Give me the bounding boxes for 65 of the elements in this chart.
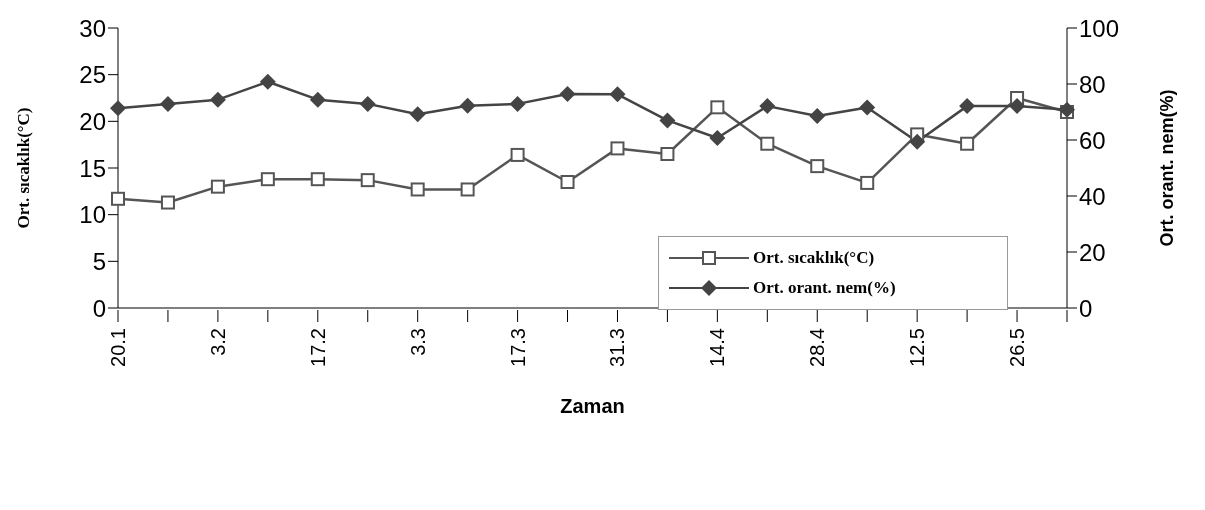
- point: [960, 136, 975, 151]
- point: [810, 159, 825, 174]
- point: [959, 98, 976, 115]
- y-tick-label: 0: [92, 294, 106, 322]
- point: [110, 100, 126, 117]
- x-tick-label: 14.4: [706, 328, 729, 367]
- point: [860, 175, 875, 190]
- y-tick-label: 20: [79, 107, 106, 135]
- point: [710, 100, 725, 115]
- y-tick-label: 10: [79, 201, 106, 229]
- point: [210, 179, 225, 194]
- point: [259, 73, 276, 90]
- point: [209, 91, 226, 108]
- point: [609, 86, 626, 103]
- point: [111, 191, 125, 206]
- y2-tick-label: 60: [1079, 126, 1106, 154]
- point: [760, 136, 775, 151]
- y2-tick-label: 100: [1079, 14, 1120, 42]
- point: [610, 141, 625, 156]
- x-tick-label: 26.5: [1006, 328, 1029, 367]
- point: [1009, 98, 1026, 115]
- y2-tick-label: 40: [1079, 182, 1106, 210]
- x-tick-label: 12.5: [906, 328, 929, 367]
- point: [559, 86, 576, 103]
- x-tick-label: 3.3: [406, 328, 429, 356]
- point: [809, 107, 826, 124]
- point: [360, 173, 375, 188]
- y-tick-label: 25: [79, 61, 106, 89]
- point: [160, 195, 175, 210]
- point: [409, 106, 426, 123]
- point: [709, 130, 726, 147]
- point: [759, 98, 776, 115]
- x-tick-label: 28.4: [806, 328, 829, 367]
- y2-tick-label: 80: [1079, 70, 1106, 98]
- y2-tick-label: 0: [1079, 294, 1093, 322]
- y2-axis-title: Ort. orant. nem(%): [1157, 89, 1178, 247]
- point: [410, 182, 425, 197]
- point: [859, 99, 876, 116]
- point: [359, 95, 376, 112]
- x-tick-label: 17.2: [306, 328, 329, 367]
- y-axis-title: Ort. sıcaklık(°C): [14, 107, 34, 229]
- point: [659, 112, 676, 129]
- y-tick-label: 5: [92, 247, 106, 275]
- point: [509, 95, 526, 112]
- x-tick-label: 17.3: [506, 328, 529, 367]
- point: [310, 172, 325, 187]
- point: [459, 97, 476, 114]
- x-tick-label: 20.1: [107, 328, 129, 367]
- point: [260, 172, 275, 187]
- point: [560, 175, 575, 189]
- point: [159, 95, 176, 112]
- y-tick-label: 30: [79, 14, 106, 42]
- point: [909, 133, 926, 150]
- legend-label: Ort. orant. nem(%): [753, 278, 896, 298]
- x-tick-label: 3.2: [206, 328, 229, 356]
- y-tick-label: 15: [79, 154, 106, 182]
- y2-tick-label: 20: [1079, 238, 1106, 266]
- x-tick-label: 31.3: [606, 328, 629, 367]
- point: [660, 147, 675, 161]
- legend-label: Ort. sıcaklık(°C): [753, 248, 875, 268]
- point: [1059, 101, 1075, 118]
- point: [460, 182, 475, 197]
- point: [309, 91, 326, 108]
- x-axis-title: Zaman: [560, 395, 625, 417]
- point: [510, 147, 525, 162]
